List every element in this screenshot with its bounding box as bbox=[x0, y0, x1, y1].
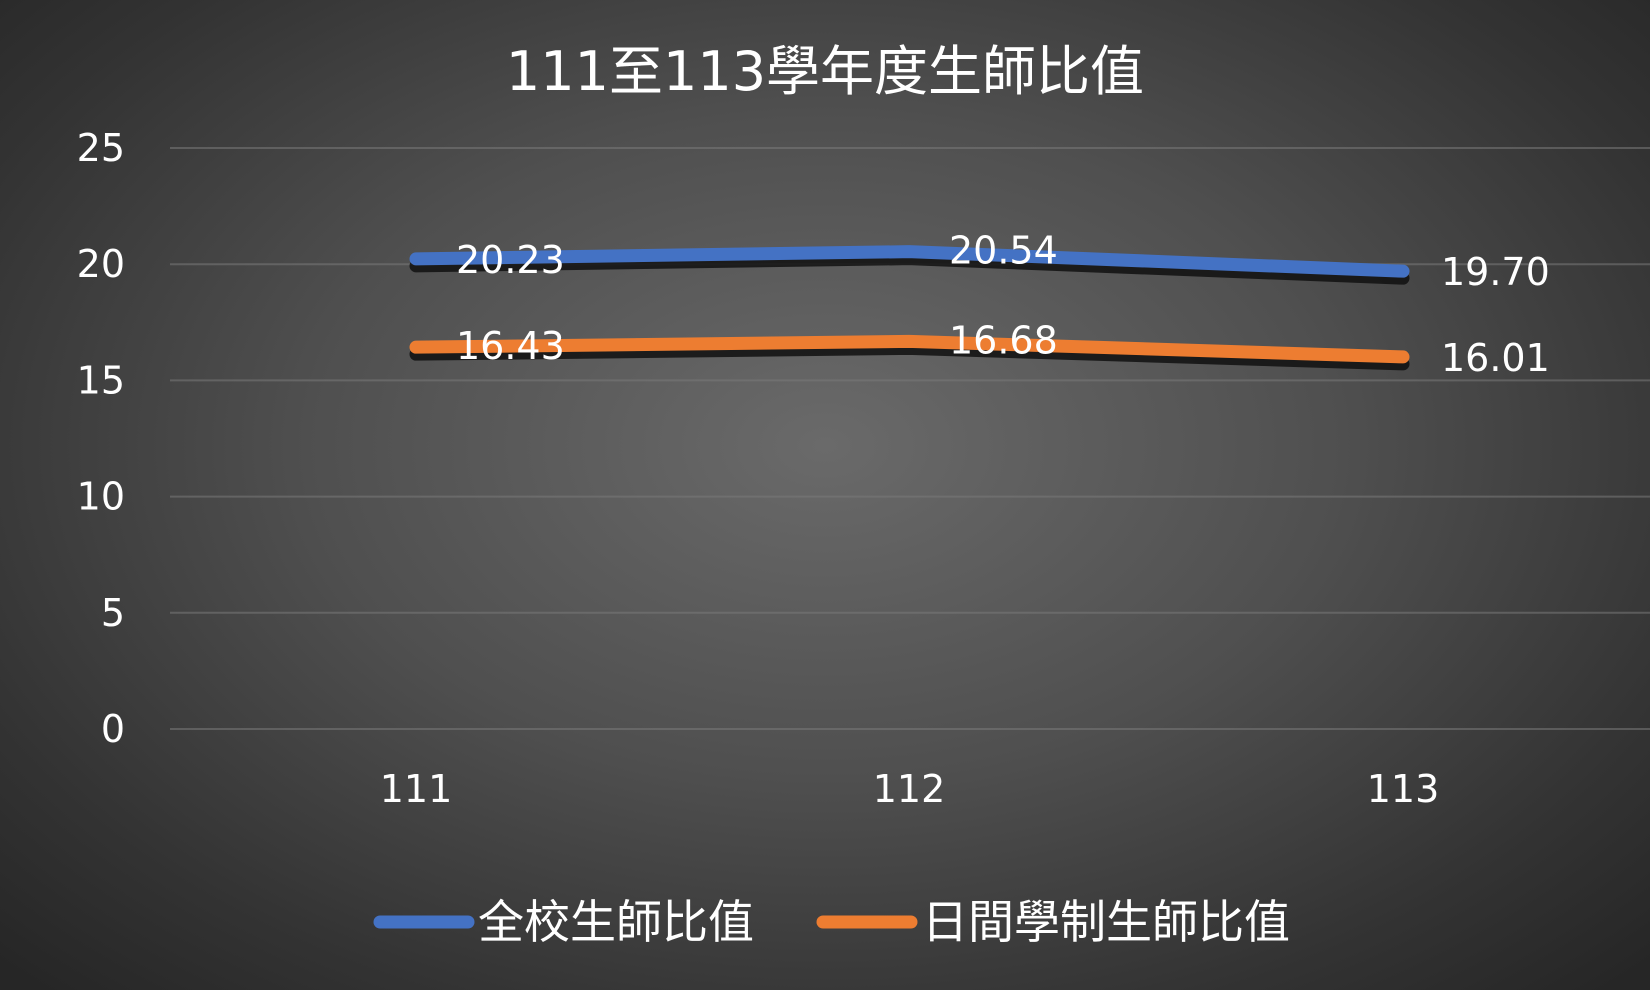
gridlines bbox=[170, 147, 1650, 730]
series-shadow-0 bbox=[409, 252, 1410, 285]
data-labels: 20.23 20.54 19.70 16.43 16.68 16.01 bbox=[456, 229, 1550, 380]
data-label: 16.01 bbox=[1441, 336, 1550, 380]
legend-item-1: 日間學制生師比值 bbox=[816, 895, 1290, 949]
x-axis: 111 112 113 bbox=[380, 767, 1440, 811]
series-line-0 bbox=[409, 245, 1410, 278]
legend-label: 日間學制生師比值 bbox=[922, 895, 1290, 949]
legend-item-0: 全校生師比值 bbox=[373, 895, 754, 949]
series-shadow-1 bbox=[409, 341, 1410, 371]
y-tick-label: 15 bbox=[77, 358, 125, 402]
legend-label: 全校生師比值 bbox=[478, 895, 754, 949]
data-label: 20.23 bbox=[456, 238, 565, 282]
legend: 全校生師比值 日間學制生師比值 bbox=[373, 895, 1290, 949]
data-label: 16.68 bbox=[949, 318, 1058, 362]
y-tick-label: 20 bbox=[77, 242, 125, 286]
data-label: 20.54 bbox=[949, 229, 1058, 273]
x-tick-label: 111 bbox=[380, 767, 453, 811]
series-line-1 bbox=[409, 334, 1410, 364]
y-axis: 0 5 10 15 20 25 bbox=[77, 126, 125, 751]
data-label: 16.43 bbox=[456, 324, 565, 368]
y-tick-label: 5 bbox=[101, 591, 125, 635]
y-tick-label: 10 bbox=[77, 475, 125, 519]
y-tick-label: 0 bbox=[101, 707, 125, 751]
data-label: 19.70 bbox=[1441, 250, 1550, 294]
series-lines bbox=[409, 245, 1410, 371]
y-tick-label: 25 bbox=[77, 126, 125, 170]
x-tick-label: 113 bbox=[1367, 767, 1440, 811]
x-tick-label: 112 bbox=[873, 767, 946, 811]
chart-title: 111至113學年度生師比值 bbox=[506, 40, 1144, 103]
